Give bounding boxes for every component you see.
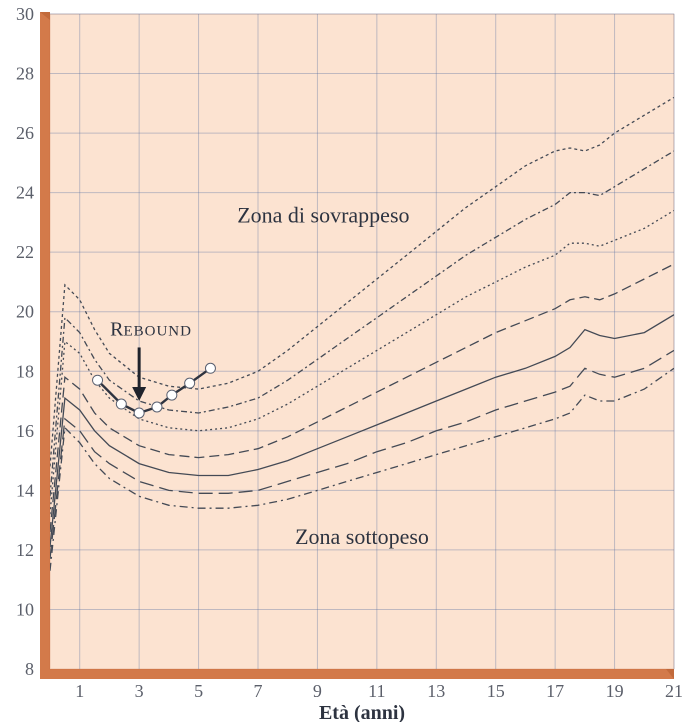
ytick-16: 16 [16, 421, 34, 441]
label-underweight-zone: Zona sottopeso [295, 524, 429, 549]
ytick-28: 28 [16, 64, 34, 84]
xtick-11: 11 [368, 681, 385, 701]
xtick-5: 5 [194, 681, 203, 701]
chart-svg: 81012141618202224262830 1357911131517192… [0, 0, 690, 722]
ytick-10: 10 [16, 599, 34, 619]
plot-background [50, 14, 674, 669]
xtick-9: 9 [313, 681, 322, 701]
ytick-20: 20 [16, 302, 34, 322]
xtick-7: 7 [254, 681, 263, 701]
xtick-15: 15 [487, 681, 505, 701]
xtick-21: 21 [665, 681, 683, 701]
ytick-24: 24 [16, 183, 34, 203]
ytick-22: 22 [16, 242, 34, 262]
ytick-18: 18 [16, 361, 34, 381]
bmi-percentile-chart: 81012141618202224262830 1357911131517192… [0, 0, 690, 722]
y-axis-ticks: 8 10 12 14 16 18 20 22 24 26 28 30 [16, 4, 34, 679]
x-axis-label: Età (anni) [319, 702, 405, 722]
xtick-19: 19 [606, 681, 624, 701]
xtick-17: 17 [546, 681, 564, 701]
ytick-14: 14 [16, 480, 34, 500]
xtick-3: 3 [135, 681, 144, 701]
x-axis-ticks: 13579111315171921 [75, 681, 683, 701]
xtick-1: 1 [75, 681, 84, 701]
ytick-30: 30 [16, 4, 34, 24]
ytick-8: 8 [25, 659, 34, 679]
ytick-26: 26 [16, 123, 34, 143]
xtick-13: 13 [427, 681, 445, 701]
ytick-12: 12 [16, 540, 34, 560]
label-overweight-zone: Zona di sovrappeso [237, 202, 409, 227]
